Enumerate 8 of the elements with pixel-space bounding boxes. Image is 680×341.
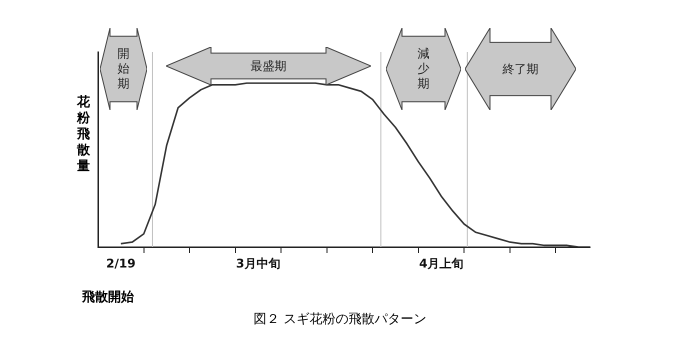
- x-tick-label: 3月中旬: [236, 256, 280, 270]
- x-tick-label: 2/19: [106, 256, 136, 270]
- text: 図２ スギ花粉の飛散パターン: [252, 311, 428, 328]
- annotation: 減少期: [417, 46, 430, 92]
- x-tick-label: 4月上旬: [419, 256, 464, 270]
- text: 飛散開始: [82, 289, 134, 306]
- y-axis-title: 花粉飛散量: [77, 95, 91, 175]
- annotation: 開始期: [117, 46, 130, 92]
